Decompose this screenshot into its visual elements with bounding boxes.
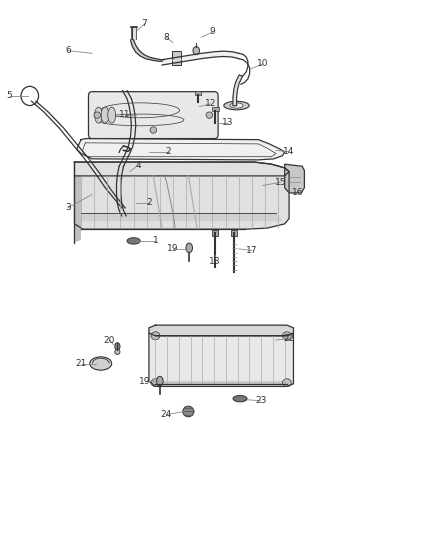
Polygon shape (285, 164, 304, 193)
Ellipse shape (108, 107, 116, 123)
Text: 4: 4 (135, 161, 141, 169)
Ellipse shape (157, 376, 163, 386)
Polygon shape (149, 325, 293, 336)
Text: 6: 6 (65, 46, 71, 55)
Ellipse shape (133, 141, 138, 147)
Polygon shape (152, 59, 161, 61)
Ellipse shape (127, 238, 140, 244)
Ellipse shape (101, 107, 109, 123)
Ellipse shape (115, 349, 120, 354)
Text: 10: 10 (257, 60, 268, 68)
Ellipse shape (224, 101, 249, 110)
Ellipse shape (95, 107, 102, 123)
Text: 15: 15 (275, 178, 286, 187)
Ellipse shape (233, 395, 247, 402)
Polygon shape (159, 60, 164, 61)
Text: 18: 18 (209, 257, 220, 265)
Polygon shape (81, 213, 283, 221)
Text: 21: 21 (75, 359, 87, 368)
Text: 7: 7 (141, 20, 148, 28)
Text: 11: 11 (119, 110, 131, 119)
Ellipse shape (115, 343, 120, 350)
Text: 24: 24 (161, 410, 172, 419)
Text: 16: 16 (292, 189, 304, 197)
Bar (195, 91, 201, 95)
Text: 19: 19 (139, 377, 150, 385)
Ellipse shape (183, 406, 194, 417)
Polygon shape (149, 381, 293, 385)
Bar (172, 51, 181, 65)
Text: 2: 2 (166, 148, 171, 156)
Text: 13: 13 (222, 118, 233, 127)
Text: 22: 22 (283, 334, 295, 343)
Bar (212, 230, 218, 236)
Polygon shape (149, 333, 293, 386)
FancyBboxPatch shape (88, 92, 218, 139)
Ellipse shape (150, 127, 156, 133)
Text: 23: 23 (255, 397, 266, 405)
Polygon shape (145, 57, 155, 60)
Text: 19: 19 (167, 245, 179, 253)
Text: 14: 14 (283, 148, 295, 156)
Ellipse shape (151, 332, 160, 340)
Text: 12: 12 (205, 100, 216, 108)
Polygon shape (136, 51, 144, 56)
Ellipse shape (283, 378, 291, 387)
Text: 9: 9 (209, 28, 215, 36)
Polygon shape (162, 51, 239, 65)
Polygon shape (74, 176, 81, 243)
Text: 5: 5 (7, 92, 13, 100)
Ellipse shape (151, 378, 160, 387)
Text: 3: 3 (65, 204, 71, 212)
Ellipse shape (94, 112, 100, 118)
Polygon shape (77, 139, 285, 160)
Ellipse shape (283, 332, 291, 340)
Ellipse shape (206, 112, 213, 118)
Text: 8: 8 (163, 33, 170, 42)
Ellipse shape (90, 357, 112, 370)
Polygon shape (140, 54, 149, 59)
Polygon shape (74, 162, 289, 176)
Bar (231, 230, 237, 236)
Ellipse shape (230, 103, 243, 108)
Polygon shape (131, 40, 136, 46)
Text: 20: 20 (104, 336, 115, 344)
Polygon shape (132, 45, 139, 52)
Polygon shape (74, 162, 289, 229)
Ellipse shape (186, 243, 193, 253)
Text: 1: 1 (152, 237, 159, 245)
Text: 2: 2 (146, 198, 152, 207)
Ellipse shape (193, 47, 200, 55)
Text: 17: 17 (246, 246, 258, 255)
Bar (212, 107, 219, 111)
Ellipse shape (119, 201, 124, 206)
